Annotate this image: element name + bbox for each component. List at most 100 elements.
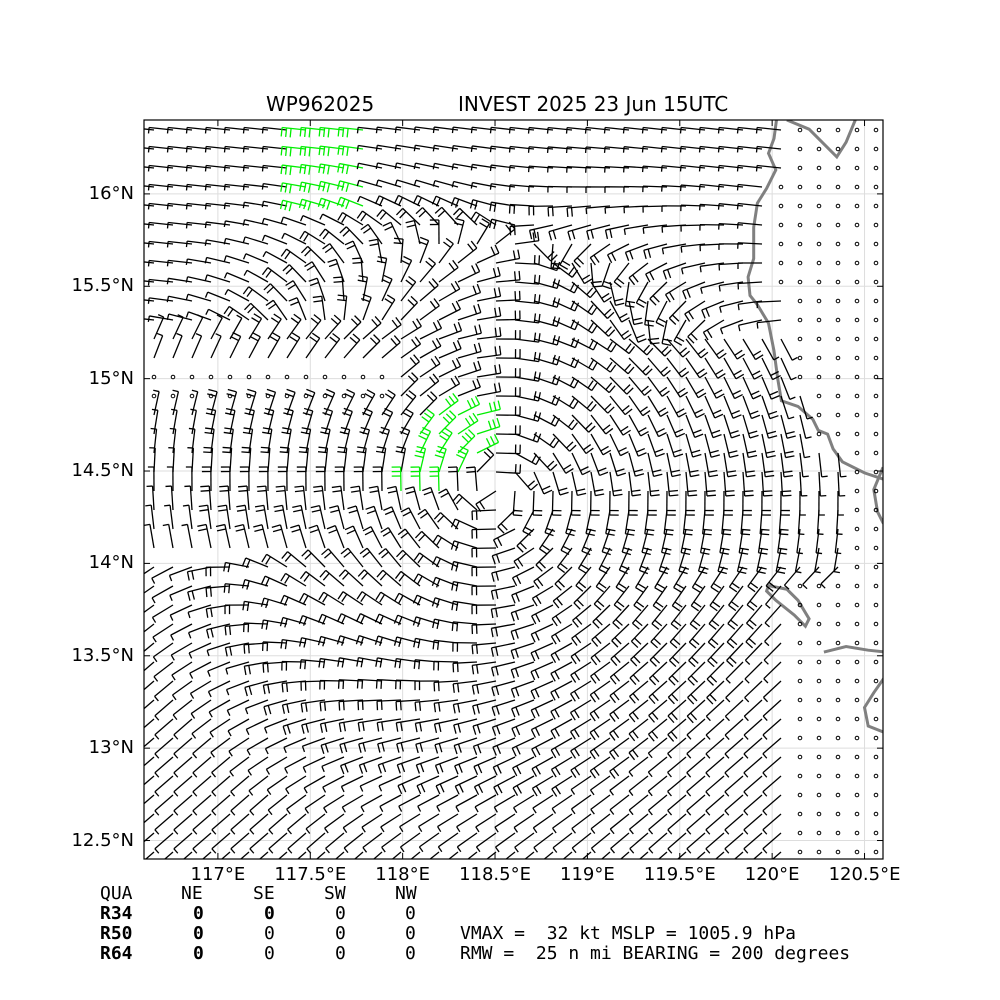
wind-barb	[154, 775, 174, 797]
wind-barb	[666, 338, 691, 358]
wind-barb	[533, 471, 553, 495]
wind-barb	[395, 718, 421, 732]
wind-barb	[381, 274, 393, 302]
wind-barb	[144, 813, 155, 824]
wind-barb	[432, 534, 459, 549]
wind-barb	[258, 466, 269, 492]
wind-barb	[319, 718, 345, 733]
wind-barb	[263, 407, 275, 435]
calm-wind-dot	[854, 640, 860, 646]
wind-barb	[590, 357, 617, 373]
wind-barb	[405, 220, 421, 245]
calm-wind-dot	[873, 830, 879, 836]
calm-wind-dot	[854, 146, 860, 152]
wind-barb	[837, 471, 846, 497]
wind-barb	[456, 813, 478, 833]
wind-barb	[154, 680, 174, 702]
wind-barb	[310, 504, 326, 530]
wind-barb	[514, 452, 541, 466]
wind-barb	[431, 556, 459, 568]
longitude-label: 118°E	[375, 864, 431, 885]
wind-barb	[531, 585, 554, 607]
wind-barb	[531, 775, 554, 797]
wind-barb	[571, 395, 597, 412]
wind-barb	[745, 604, 763, 630]
wind-barb	[451, 600, 478, 611]
wind-barb	[154, 813, 174, 835]
wind-barb	[224, 642, 250, 657]
wind-barb	[282, 718, 307, 736]
wind-barb	[585, 186, 611, 193]
wind-barb	[281, 699, 307, 714]
calm-wind-dot	[873, 811, 879, 817]
wind-barb	[451, 163, 478, 170]
wind-barb	[400, 372, 419, 397]
wind-barb	[489, 183, 516, 190]
wind-barb	[355, 613, 383, 625]
wind-barb	[717, 145, 744, 153]
wind-barb	[209, 718, 231, 738]
wind-barb	[301, 718, 326, 734]
wind-barb	[567, 224, 592, 241]
calm-wind-dot	[873, 203, 879, 209]
wind-barb	[475, 832, 497, 853]
wind-barb	[733, 851, 744, 859]
calm-wind-dot	[854, 127, 860, 133]
calm-wind-dot	[873, 526, 879, 532]
wind-barb	[571, 319, 598, 334]
wind-barb	[207, 680, 231, 698]
wind-barb	[610, 832, 630, 854]
wind-barb	[343, 315, 362, 340]
wind-barb	[552, 813, 573, 834]
wind-barb	[279, 199, 307, 212]
wind-barb	[756, 300, 782, 309]
wind-barb	[671, 585, 687, 612]
wind-barb	[738, 528, 749, 555]
map-frame	[143, 119, 884, 860]
wind-barb	[151, 604, 174, 623]
wind-barb	[664, 281, 687, 303]
wind-barb	[833, 547, 840, 574]
wind-barb	[623, 185, 649, 193]
wind-barb	[533, 452, 558, 471]
calm-wind-dot	[873, 374, 879, 380]
wind-barb	[217, 504, 231, 530]
wind-barb	[490, 604, 516, 619]
wind-barb	[223, 272, 250, 283]
wind-barb	[356, 126, 383, 134]
radii-header-sw: SW	[324, 883, 346, 904]
calm-wind-dot	[797, 621, 803, 627]
wind-barb	[589, 737, 611, 760]
wind-barb	[514, 313, 541, 324]
wind-barb	[353, 851, 364, 859]
wind-barb	[150, 427, 158, 454]
wind-barb	[417, 508, 440, 530]
wind-barb	[514, 391, 541, 402]
calm-wind-dot	[227, 374, 233, 380]
wind-barb	[718, 222, 744, 230]
wind-barb	[319, 213, 345, 226]
wind-barb	[686, 794, 706, 816]
wind-barb	[339, 737, 364, 754]
wind-barb	[172, 314, 184, 340]
wind-barb	[375, 657, 402, 668]
wind-barb	[223, 202, 250, 210]
calm-wind-dot	[360, 393, 366, 399]
wind-barb	[337, 591, 364, 606]
wind-barb	[799, 395, 813, 420]
wind-barb	[566, 166, 592, 173]
wind-barb	[590, 281, 612, 303]
wind-barb	[570, 661, 592, 683]
wind-barb	[184, 485, 193, 511]
wind-barb	[356, 678, 383, 689]
wind-barb	[261, 126, 288, 134]
wind-barb	[514, 832, 535, 853]
wind-barb	[321, 548, 345, 568]
wind-barb	[471, 604, 497, 615]
wind-barb	[144, 851, 155, 859]
calm-wind-dot	[816, 640, 822, 646]
wind-barb	[418, 813, 440, 833]
wind-barb	[204, 145, 231, 153]
wind-barb	[742, 471, 754, 497]
wind-barb	[398, 794, 421, 812]
